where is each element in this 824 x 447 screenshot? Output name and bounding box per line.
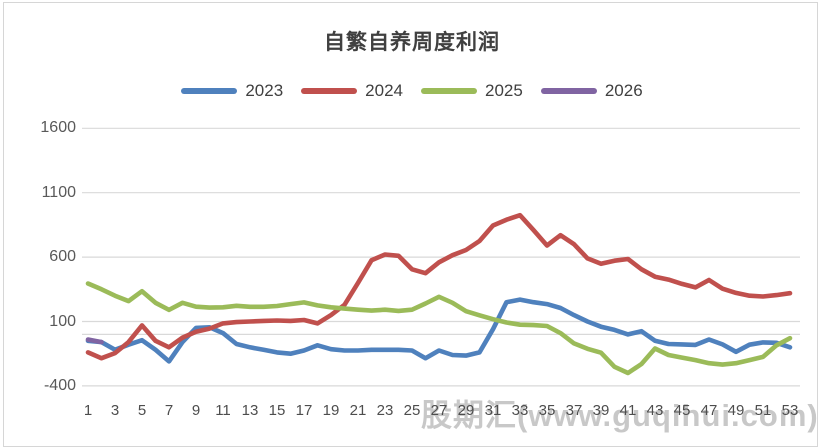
x-tick-label: 11 <box>215 402 231 419</box>
y-tick-label: 100 <box>49 313 76 330</box>
legend-label: 2025 <box>485 81 523 100</box>
x-tick-label: 21 <box>349 402 367 419</box>
legend-item-2023: 2023 <box>181 81 283 101</box>
x-tick-label: 41 <box>619 402 637 419</box>
x-tick-label: 9 <box>191 402 201 419</box>
y-tick-label: 1100 <box>41 184 76 201</box>
x-tick-label: 49 <box>727 402 745 419</box>
x-tick-label: 17 <box>295 402 313 419</box>
x-tick-label: 5 <box>137 402 147 419</box>
y-tick-label: 600 <box>49 248 76 265</box>
x-tick-label: 53 <box>781 402 799 419</box>
legend-line-swatch-2025 <box>421 88 477 94</box>
legend-label: 2024 <box>365 81 403 100</box>
x-tick-label: 47 <box>700 402 718 419</box>
chart-legend: 2023 2024 2025 2026 <box>0 81 824 101</box>
legend-label: 2026 <box>604 81 643 100</box>
x-tick-label: 23 <box>376 402 394 419</box>
x-tick-label: 45 <box>673 402 691 419</box>
x-tick-label: 43 <box>646 402 664 419</box>
x-tick-label: 15 <box>268 402 286 419</box>
x-tick-label: 7 <box>164 402 174 419</box>
x-tick-label: 51 <box>754 402 772 419</box>
x-tick-label: 31 <box>484 402 502 419</box>
x-tick-label: 33 <box>511 402 529 419</box>
watermark: 股期汇(www.guqihui.com) <box>421 398 819 433</box>
x-tick-label: 35 <box>538 402 556 419</box>
legend-line-swatch-2023 <box>181 88 238 94</box>
x-tick-label: 1 <box>83 402 93 419</box>
legend-item-2026: 2026 <box>540 81 643 101</box>
legend-item-2024: 2024 <box>301 81 403 101</box>
series-line-2025 <box>85 281 793 376</box>
y-tick-label: -400 <box>43 377 76 394</box>
x-tick-label: 37 <box>565 402 583 419</box>
x-tick-label: 13 <box>241 402 259 419</box>
x-tick-label: 29 <box>457 402 475 419</box>
chart-title: 自繁自养周度利润 <box>324 31 500 54</box>
x-tick-label: 19 <box>322 402 340 419</box>
legend-label: 2023 <box>245 81 284 100</box>
y-tick-label: 1600 <box>40 119 76 136</box>
x-tick-label: 3 <box>110 402 120 419</box>
legend-item-2025: 2025 <box>421 81 523 101</box>
x-tick-label: 39 <box>592 402 610 419</box>
series-line-2024 <box>85 212 793 361</box>
legend-line-swatch-2026 <box>540 88 597 94</box>
legend-line-swatch-2024 <box>301 88 358 94</box>
series-line-2026 <box>85 337 104 345</box>
x-tick-label: 27 <box>430 402 448 419</box>
x-tick-label: 25 <box>403 402 421 419</box>
